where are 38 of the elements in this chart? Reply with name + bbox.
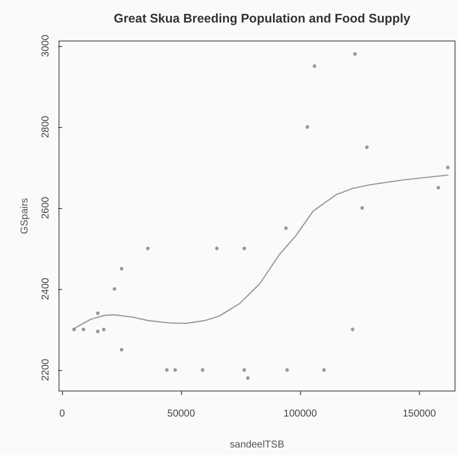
point: [72, 328, 76, 332]
point: [242, 368, 246, 372]
y-axis-title: GSpairs: [20, 198, 30, 234]
point: [82, 328, 86, 332]
y-tick-label: 2200: [40, 358, 52, 382]
point: [284, 226, 288, 230]
point: [246, 376, 250, 380]
x-axis-title: sandeelTSB: [230, 440, 285, 450]
point: [102, 328, 106, 332]
point: [165, 368, 169, 372]
point: [120, 348, 124, 352]
y-tick-label: 3000: [40, 34, 52, 57]
chart-title: Great Skua Breeding Population and Food Supply: [114, 12, 410, 26]
point: [446, 166, 450, 170]
point: [173, 368, 178, 372]
point: [215, 246, 219, 250]
point: [306, 125, 310, 129]
y-tick-label: 2600: [40, 196, 52, 220]
point: [285, 368, 289, 372]
x-tick-label: 150000: [402, 408, 436, 420]
x-tick-label: 50000: [167, 408, 196, 420]
point: [96, 311, 100, 316]
y-tick-label: 2400: [40, 277, 52, 300]
point: [242, 246, 246, 250]
point: [322, 368, 326, 372]
y-tick-label: 2800: [40, 115, 52, 138]
point: [436, 186, 440, 190]
point: [350, 328, 354, 332]
point: [120, 266, 124, 270]
x-tick-label: 0: [59, 408, 66, 420]
point: [360, 206, 364, 210]
point: [146, 246, 150, 250]
point: [365, 145, 369, 149]
point: [312, 64, 316, 68]
point: [112, 287, 116, 291]
x-tick-label: 100000: [284, 408, 318, 420]
point: [96, 330, 100, 334]
point: [200, 368, 204, 372]
